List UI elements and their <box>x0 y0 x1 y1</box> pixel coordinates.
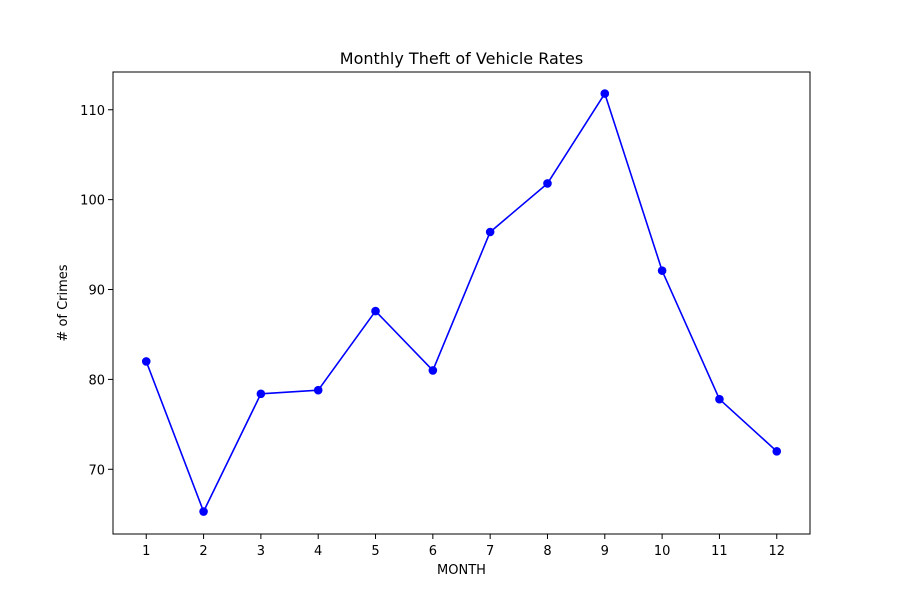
x-tick-label: 4 <box>314 544 322 559</box>
data-point <box>600 89 610 98</box>
x-axis: 1 2 3 4 5 6 7 8 9 10 11 12 <box>142 534 785 559</box>
data-point <box>313 385 323 395</box>
data-point <box>543 179 552 188</box>
x-tick-label: 1 <box>142 544 150 559</box>
data-point <box>428 366 438 375</box>
data-point <box>256 389 266 399</box>
y-tick-label: 90 <box>88 284 105 299</box>
x-tick-label: 10 <box>654 544 671 559</box>
series-line <box>145 92 778 513</box>
y-tick-label: 70 <box>88 463 105 478</box>
x-tick-label: 12 <box>768 544 785 559</box>
y-tick-label: 100 <box>80 194 105 209</box>
data-point <box>715 394 724 404</box>
data-point <box>485 227 495 237</box>
y-tick-label: 80 <box>88 373 105 388</box>
data-point <box>141 357 151 366</box>
x-tick-label: 11 <box>711 544 728 559</box>
x-tick-label: 5 <box>371 544 379 559</box>
x-tick-label: 2 <box>199 544 207 559</box>
plot-frame <box>112 71 811 535</box>
x-axis-label: MONTH <box>437 563 486 578</box>
chart-title: Monthly Theft of Vehicle Rates <box>340 49 583 68</box>
plot-area <box>141 89 782 516</box>
x-tick-label: 8 <box>543 544 551 559</box>
x-tick-label: 6 <box>429 544 437 559</box>
x-tick-label: 3 <box>257 544 265 559</box>
data-point <box>657 266 667 275</box>
x-tick-label: 7 <box>486 544 494 559</box>
data-point <box>199 507 208 516</box>
y-tick-label: 110 <box>80 104 105 119</box>
data-point <box>371 306 380 316</box>
y-axis: 70 80 90 100 110 <box>80 104 113 478</box>
y-axis-label: # of Crimes <box>56 264 71 341</box>
data-point <box>772 447 782 456</box>
x-tick-label: 9 <box>601 544 609 559</box>
